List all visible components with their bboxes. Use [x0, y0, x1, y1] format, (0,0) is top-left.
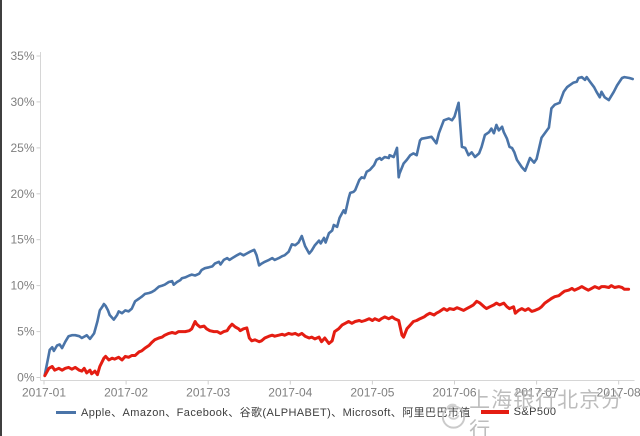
x-tick-label: 2017-04	[268, 386, 312, 400]
legend-label-tech-basket: Apple、Amazon、Facebook、谷歌(ALPHABET)、Micro…	[81, 407, 471, 419]
x-tick-label: 2017-05	[350, 386, 394, 400]
series-line-sp500	[43, 284, 631, 378]
chart-legend: Apple、Amazon、Facebook、谷歌(ALPHABET)、Micro…	[56, 404, 640, 420]
x-tick-label: 2017-03	[186, 386, 230, 400]
legend-line-tech-basket	[56, 410, 76, 414]
y-tick-label: 15%	[10, 233, 34, 247]
y-tick-label: 30%	[10, 95, 34, 109]
x-tick-label: 2017-06	[432, 386, 476, 400]
y-tick-label: 5%	[17, 325, 35, 339]
x-tick-label: 2017-01	[22, 386, 66, 400]
y-tick-label: 20%	[10, 187, 34, 201]
x-tick-label: 2017-02	[104, 386, 148, 400]
legend-label-sp500: S&P500	[513, 406, 557, 418]
legend-line-sp500	[480, 410, 509, 414]
y-tick-label: 35%	[10, 49, 34, 63]
y-tick-label: 0%	[17, 371, 35, 385]
y-tick-label: 25%	[10, 141, 34, 155]
line-chart: 0% 5% 10% 15% 20% 25% 30% 35% 2017-01 2017-02 2017…	[10, 49, 640, 400]
x-tick-label: 2017-08	[597, 386, 640, 400]
x-tick-label: 2017-07	[515, 386, 559, 400]
y-tick-label: 10%	[10, 279, 34, 293]
series-line-tech-basket	[43, 75, 635, 377]
